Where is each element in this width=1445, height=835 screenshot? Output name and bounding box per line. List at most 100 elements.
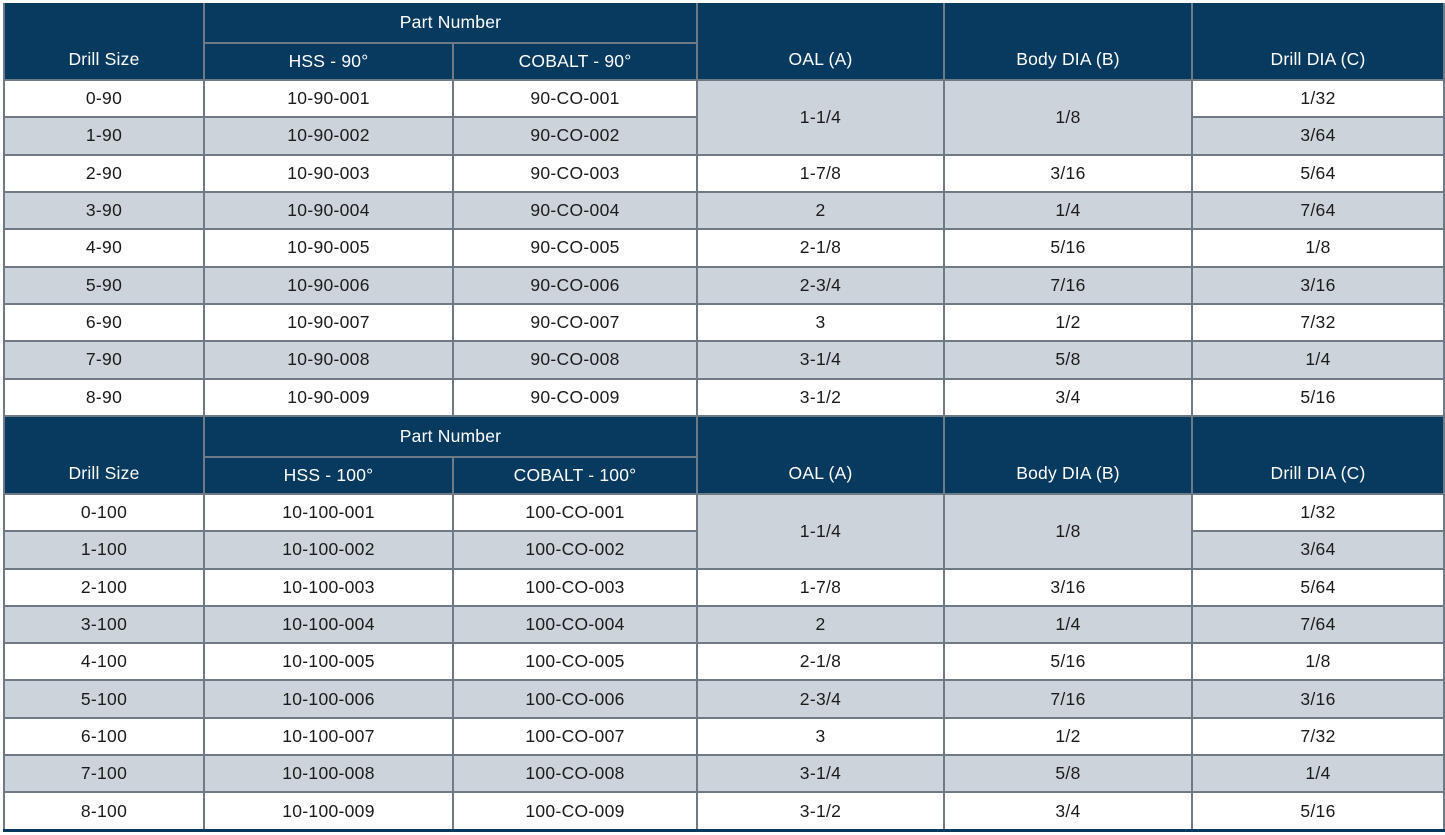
cell-hss-part: 10-100-008	[203, 754, 454, 794]
cell-hss-part: 10-90-002	[203, 116, 454, 156]
header-hss-90: HSS - 90°	[203, 42, 454, 81]
table-row: 4-100 10-100-005 100-CO-005 2-1/8 5/16 1…	[3, 642, 1445, 682]
cell-cobalt-part: 100-CO-008	[452, 754, 698, 794]
cell-drill-size: 3-100	[3, 604, 205, 645]
table-row: 3-100 10-100-004 100-CO-004 2 1/4 7/64	[3, 604, 1445, 645]
cell-oal: 2-1/8	[696, 228, 945, 268]
cell-drill-size: 1-100	[3, 530, 205, 570]
cell-body-dia: 1/2	[943, 716, 1193, 757]
cell-oal: 1-7/8	[696, 153, 945, 193]
cell-cobalt-part: 100-CO-005	[452, 642, 698, 682]
table-row: 8-90 10-90-009 90-CO-009 3-1/2 3/4 5/16	[3, 377, 1445, 418]
cell-drill-size: 2-90	[3, 153, 205, 193]
table-row: 4-90 10-90-005 90-CO-005 2-1/8 5/16 1/8	[3, 228, 1445, 268]
cell-oal: 3	[696, 716, 945, 757]
cell-drill-dia: 7/32	[1191, 302, 1445, 343]
cell-body-dia: 1/8	[943, 493, 1193, 570]
cell-body-dia: 5/16	[943, 228, 1193, 268]
cell-oal: 2	[696, 604, 945, 645]
cell-drill-size: 8-90	[3, 377, 205, 418]
cell-body-dia: 3/16	[943, 567, 1193, 607]
cell-cobalt-part: 90-CO-009	[452, 377, 698, 418]
cell-hss-part: 10-90-007	[203, 302, 454, 343]
header-body-dia: Body DIA (B)	[943, 417, 1193, 495]
header-hss-100: HSS - 100°	[203, 456, 454, 495]
cell-hss-part: 10-90-004	[203, 190, 454, 231]
cell-drill-dia: 3/16	[1191, 679, 1445, 719]
header-cobalt-90: COBALT - 90°	[452, 42, 698, 81]
cell-cobalt-part: 100-CO-002	[452, 530, 698, 570]
cell-cobalt-part: 90-CO-008	[452, 340, 698, 380]
table-row: 8-100 10-100-009 100-CO-009 3-1/2 3/4 5/…	[3, 791, 1445, 833]
cell-oal: 2-3/4	[696, 679, 945, 719]
cell-body-dia: 1/4	[943, 604, 1193, 645]
cell-drill-dia: 5/64	[1191, 567, 1445, 607]
header-drill-dia: Drill DIA (C)	[1191, 417, 1445, 495]
cell-cobalt-part: 90-CO-004	[452, 190, 698, 231]
cell-drill-dia: 7/64	[1191, 190, 1445, 231]
header-part-number-group: Part Number	[203, 3, 698, 44]
cell-cobalt-part: 90-CO-006	[452, 265, 698, 305]
header-drill-size: Drill Size	[3, 3, 205, 81]
cell-drill-dia: 3/64	[1191, 530, 1445, 570]
cell-hss-part: 10-90-008	[203, 340, 454, 380]
cell-hss-part: 10-100-003	[203, 567, 454, 607]
cell-hss-part: 10-90-006	[203, 265, 454, 305]
table-row: 7-100 10-100-008 100-CO-008 3-1/4 5/8 1/…	[3, 754, 1445, 794]
table-row: 0-100 10-100-001 100-CO-001 1-1/4 1/8 1/…	[3, 492, 1445, 570]
cell-drill-size: 7-100	[3, 754, 205, 794]
drill-spec-table-100: Drill Size Part Number OAL (A) Body DIA …	[3, 417, 1445, 833]
header-drill-size: Drill Size	[3, 417, 205, 495]
cell-drill-size: 5-100	[3, 679, 205, 719]
table-row: 5-100 10-100-006 100-CO-006 2-3/4 7/16 3…	[3, 679, 1445, 719]
cell-cobalt-part: 100-CO-001	[452, 492, 698, 533]
cell-body-dia: 3/16	[943, 153, 1193, 193]
header-oal: OAL (A)	[696, 3, 945, 81]
cell-drill-size: 5-90	[3, 265, 205, 305]
cell-drill-size: 7-90	[3, 340, 205, 380]
table-row: 2-100 10-100-003 100-CO-003 1-7/8 3/16 5…	[3, 567, 1445, 607]
table-row: 2-90 10-90-003 90-CO-003 1-7/8 3/16 5/64	[3, 153, 1445, 193]
cell-drill-dia: 3/16	[1191, 265, 1445, 305]
cell-cobalt-part: 90-CO-003	[452, 153, 698, 193]
cell-drill-dia: 3/64	[1191, 116, 1445, 156]
cell-drill-dia: 5/16	[1191, 377, 1445, 418]
cell-drill-dia: 1/4	[1191, 340, 1445, 380]
cell-body-dia: 1/8	[943, 79, 1193, 156]
drill-spec-table-90: Drill Size Part Number OAL (A) Body DIA …	[3, 3, 1445, 418]
cell-oal: 3	[696, 302, 945, 343]
cell-oal: 1-1/4	[696, 493, 945, 570]
cell-drill-dia: 5/16	[1191, 791, 1445, 833]
table-row: 1-90 10-90-002 90-CO-002 3/64	[3, 116, 1445, 156]
cell-hss-part: 10-100-005	[203, 642, 454, 682]
cell-body-dia: 5/8	[943, 754, 1193, 794]
cell-cobalt-part: 100-CO-004	[452, 604, 698, 645]
cell-drill-dia: 1/32	[1191, 492, 1445, 533]
cell-hss-part: 10-90-009	[203, 377, 454, 418]
cell-oal: 2-1/8	[696, 642, 945, 682]
cell-body-dia: 7/16	[943, 679, 1193, 719]
cell-body-dia: 3/4	[943, 791, 1193, 833]
cell-cobalt-part: 100-CO-003	[452, 567, 698, 607]
table-row: 6-100 10-100-007 100-CO-007 3 1/2 7/32	[3, 716, 1445, 757]
cell-oal: 3-1/4	[696, 754, 945, 794]
cell-cobalt-part: 90-CO-005	[452, 228, 698, 268]
cell-drill-dia: 1/32	[1191, 78, 1445, 119]
table-row: 7-90 10-90-008 90-CO-008 3-1/4 5/8 1/4	[3, 340, 1445, 380]
cell-oal: 3-1/2	[696, 791, 945, 833]
cell-body-dia: 7/16	[943, 265, 1193, 305]
cell-drill-dia: 1/8	[1191, 642, 1445, 682]
cell-drill-size: 3-90	[3, 190, 205, 231]
table-row: 5-90 10-90-006 90-CO-006 2-3/4 7/16 3/16	[3, 265, 1445, 305]
table-row: 3-90 10-90-004 90-CO-004 2 1/4 7/64	[3, 190, 1445, 231]
table-row: 1-100 10-100-002 100-CO-002 3/64	[3, 530, 1445, 570]
cell-hss-part: 10-100-007	[203, 716, 454, 757]
cell-oal: 1-1/4	[696, 79, 945, 156]
cell-body-dia: 5/8	[943, 340, 1193, 380]
cell-oal: 3-1/2	[696, 377, 945, 418]
cell-drill-dia: 5/64	[1191, 153, 1445, 193]
cell-hss-part: 10-90-001	[203, 78, 454, 119]
cell-drill-dia: 7/32	[1191, 716, 1445, 757]
cell-drill-size: 0-100	[3, 492, 205, 533]
